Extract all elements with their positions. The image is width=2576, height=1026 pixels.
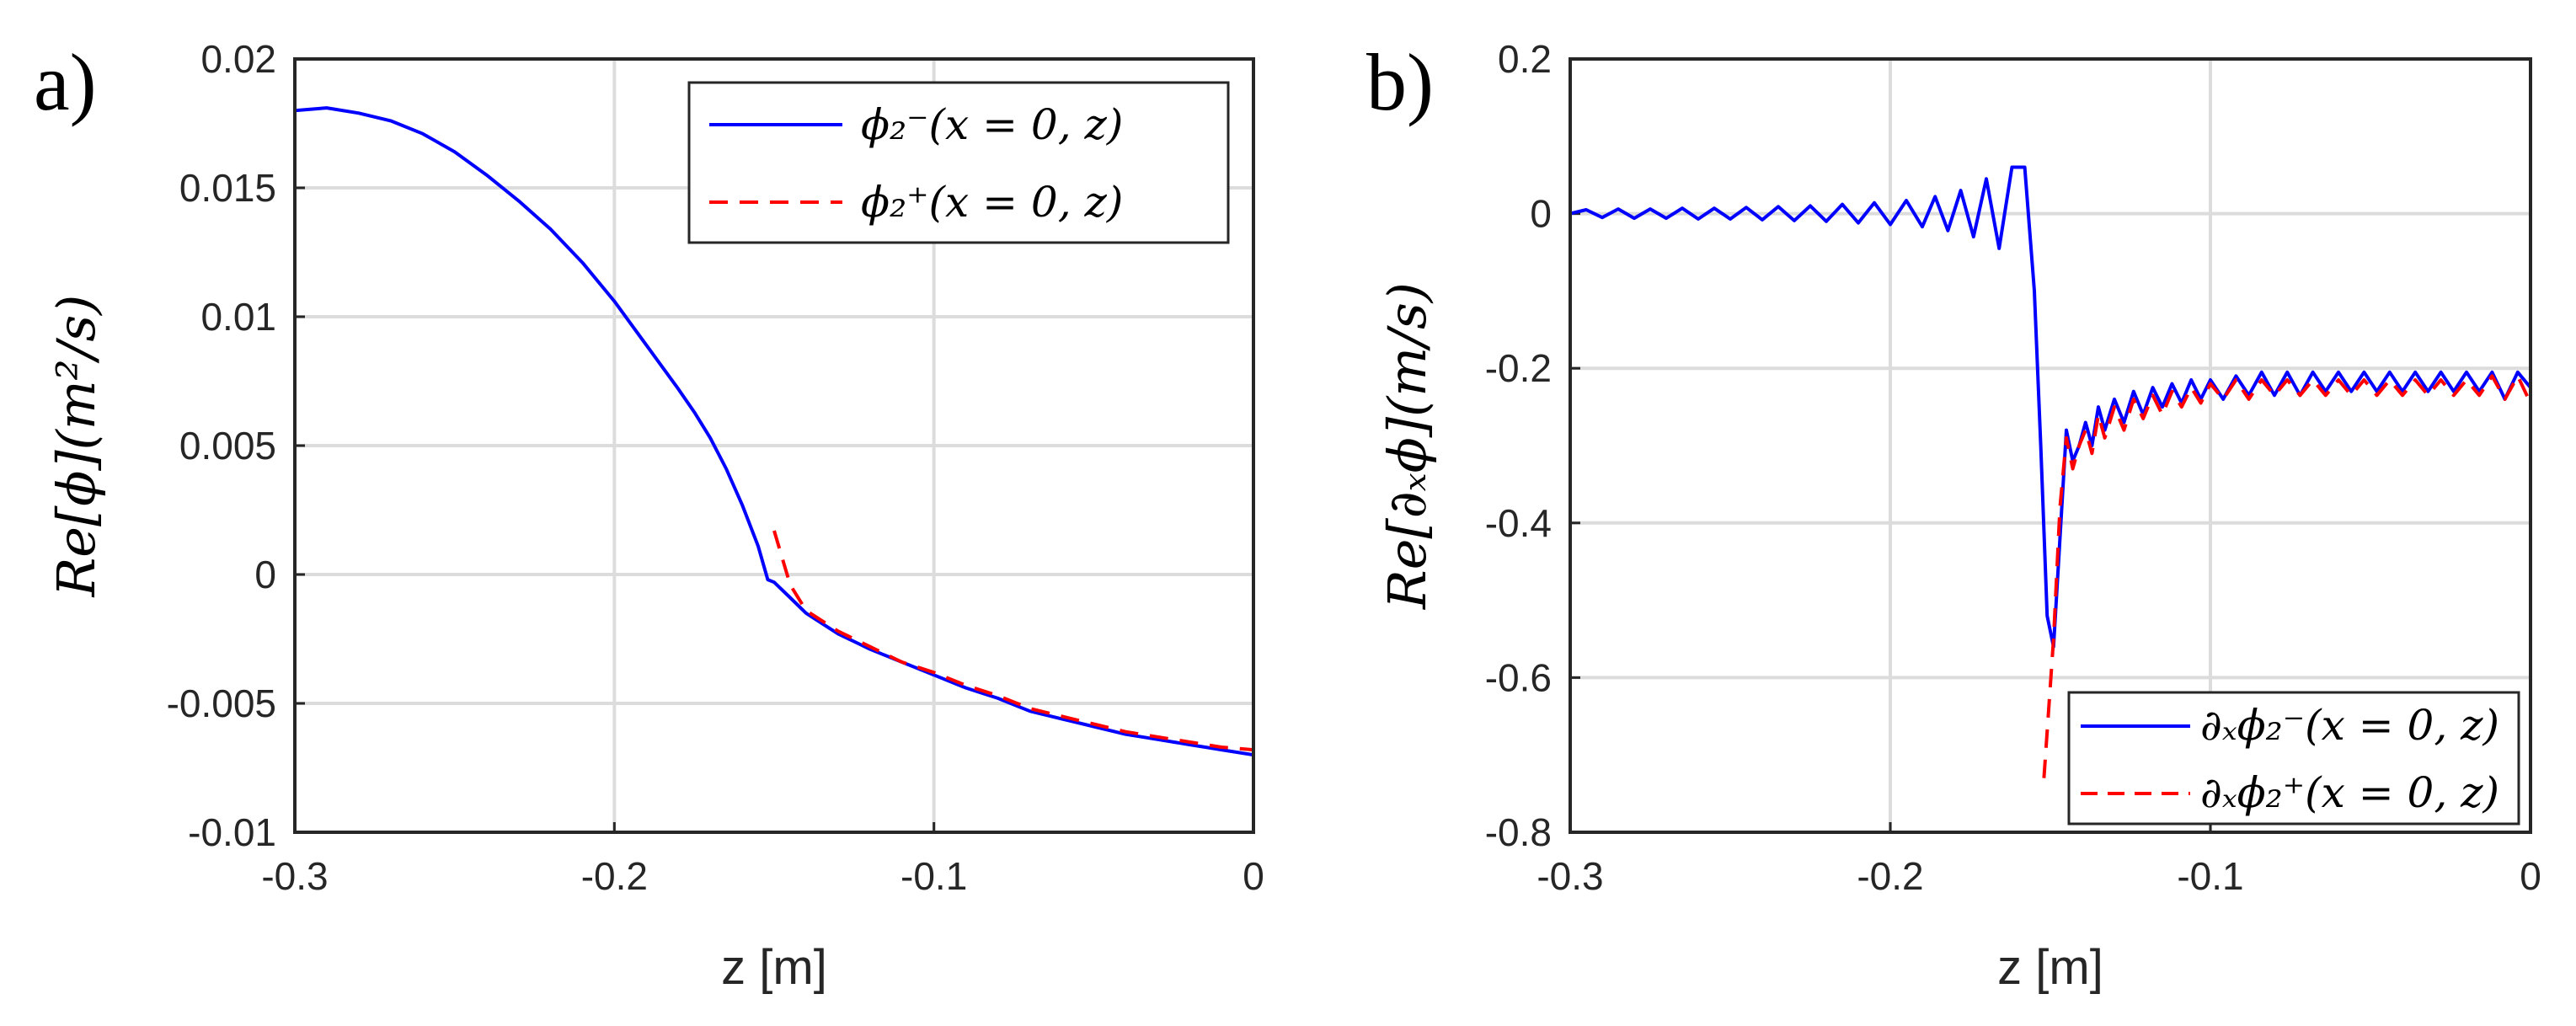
x-ticks-a: -0.3 -0.2 -0.1 0	[261, 854, 1264, 898]
legend-a: ϕ₂⁻(x = 0, z) ϕ₂⁺(x = 0, z)	[687, 81, 1230, 244]
x-tick-label: -0.3	[1537, 854, 1603, 898]
x-axis-label-b: z [m]	[1997, 940, 2103, 995]
y-tick-label: -0.8	[1485, 810, 1552, 854]
x-ticks-b: -0.3 -0.2 -0.1 0	[1537, 854, 2541, 898]
y-tick-label: 0	[1530, 192, 1552, 236]
x-tick-label: -0.2	[581, 854, 648, 898]
y-axis-label-b: Re[∂ₓϕ](m/s)	[1376, 282, 1438, 610]
y-ticks-b: -0.8 -0.6 -0.4 -0.2 0 0.2	[1485, 37, 1552, 854]
x-axis-label-a: z [m]	[721, 940, 827, 995]
x-tick-label: -0.3	[261, 854, 328, 898]
y-tick-label: 0.005	[179, 424, 276, 468]
y-tick-label: -0.01	[188, 810, 276, 854]
series-group-b	[1570, 165, 2531, 778]
series-line-a-0	[295, 106, 1253, 757]
x-tick-label: 0	[2520, 854, 2541, 898]
chart-panel-b: b) -0.3 -0.2 -0.1 0 -0.8 -0.6 -0.4 -0.2 0 0.2 z …	[1366, 37, 2541, 995]
legend-entry-b-0: ∂ₓϕ₂⁻(x = 0, z)	[2200, 701, 2499, 750]
y-tick-label: 0.015	[179, 166, 276, 210]
series-line-a-1	[772, 530, 1253, 752]
panel-label-b: b)	[1366, 37, 1434, 127]
axes-box-b	[1569, 57, 2532, 834]
legend-entry-b-1: ∂ₓϕ₂⁺(x = 0, z)	[2200, 768, 2499, 817]
series-group-a	[295, 106, 1253, 757]
panel-label-a: a)	[34, 37, 97, 127]
legend-b: ∂ₓϕ₂⁻(x = 0, z) ∂ₓϕ₂⁺(x = 0, z)	[2067, 691, 2520, 826]
y-tick-label: 0.01	[200, 295, 276, 339]
y-tick-label: 0.02	[200, 37, 276, 81]
y-tick-label: 0.2	[1498, 37, 1552, 81]
legend-entry-a-0: ϕ₂⁻(x = 0, z)	[861, 100, 1123, 149]
y-ticks-a: -0.01 -0.005 0 0.005 0.01 0.015 0.02	[167, 37, 276, 854]
legend-entry-a-1: ϕ₂⁺(x = 0, z)	[861, 178, 1123, 227]
series-line-b-1	[2042, 374, 2531, 778]
x-tick-label: -0.1	[2177, 854, 2243, 898]
axes-box-a	[293, 57, 1255, 834]
x-tick-label: -0.2	[1857, 854, 1923, 898]
chart-panel-a: a) -0.3 -0.2 -0.1 0 -0.01 -0.005 0 0.005 0.01 0.…	[34, 37, 1264, 995]
legend-box-a	[687, 81, 1230, 244]
series-line-b-0	[1570, 165, 2531, 649]
legend-box-b	[2067, 691, 2520, 826]
y-tick-label: -0.6	[1485, 655, 1552, 699]
x-tick-label: -0.1	[901, 854, 967, 898]
y-tick-label: 0	[254, 553, 276, 596]
y-tick-label: -0.2	[1485, 346, 1552, 390]
x-tick-label: 0	[1243, 854, 1264, 898]
y-tick-label: -0.005	[167, 681, 276, 725]
y-axis-label-a: Re[ϕ](m²/s)	[45, 295, 107, 598]
y-tick-label: -0.4	[1485, 501, 1552, 545]
